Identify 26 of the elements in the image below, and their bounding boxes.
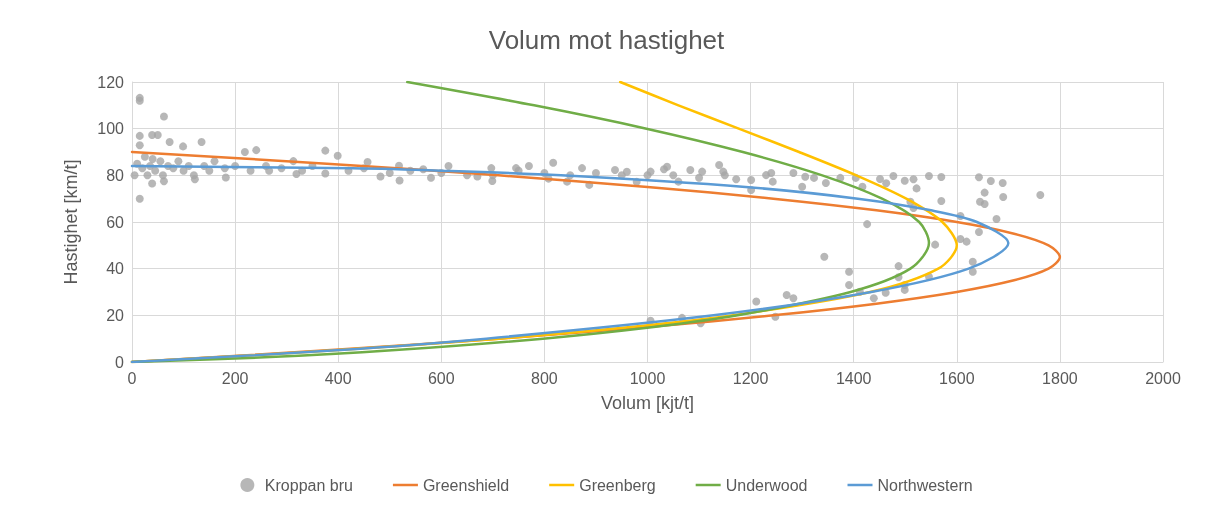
- y-tick-label: 100: [97, 120, 125, 138]
- legend-label: Northwestern: [877, 476, 973, 494]
- legend-label: Greenberg: [579, 476, 656, 494]
- x-tick-label: 2000: [1145, 369, 1181, 387]
- x-tick-label: 0: [127, 369, 137, 387]
- y-tick-label: 80: [106, 166, 125, 184]
- x-tick-label: 1000: [629, 369, 666, 387]
- y-tick-label: 60: [106, 213, 125, 231]
- legend-label: Kroppan bru: [264, 476, 353, 494]
- x-axis-title: Volum [kjt/t]: [600, 393, 695, 413]
- x-tick-label: 400: [324, 369, 352, 387]
- x-tick-label: 200: [221, 369, 249, 387]
- x-tick-label: 1200: [732, 369, 769, 387]
- x-tick-label: 800: [531, 369, 558, 387]
- x-tick-label: 600: [427, 369, 455, 387]
- y-tick-label: 20: [106, 306, 125, 324]
- legend-label: Greenshield: [422, 476, 510, 494]
- y-tick-label: 120: [97, 73, 125, 91]
- x-tick-label: 1600: [939, 369, 975, 387]
- legend-label: Underwood: [725, 476, 808, 494]
- y-axis-title: Hastighet [km/t]: [61, 159, 81, 285]
- y-tick-label: 40: [106, 260, 125, 278]
- x-tick-label: 1400: [835, 369, 872, 387]
- y-tick-label: 0: [115, 353, 125, 371]
- x-tick-label: 1800: [1042, 369, 1078, 387]
- chart-title: Volum mot hastighet: [488, 25, 726, 55]
